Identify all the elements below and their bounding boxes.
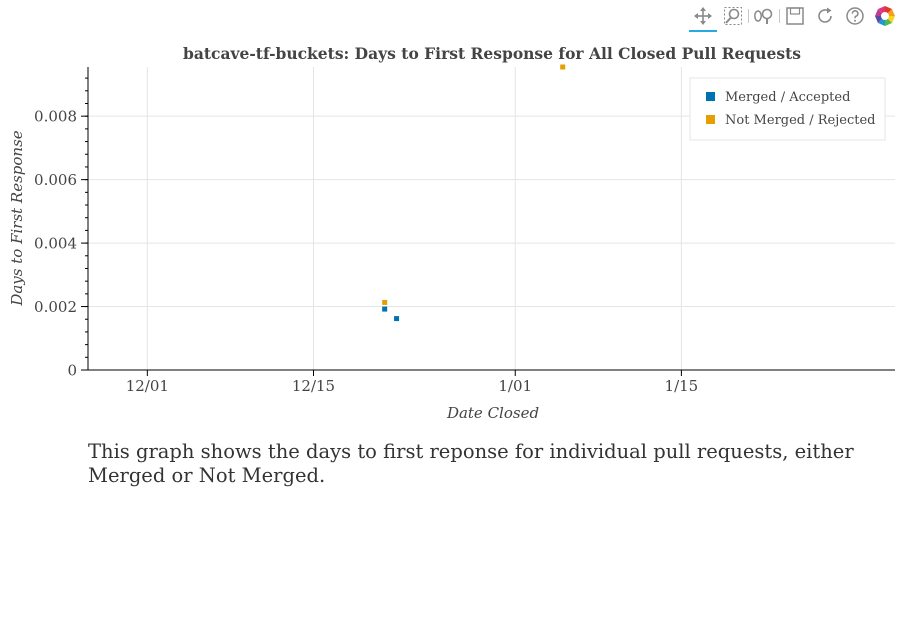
y-axis-label: Days to First Response <box>8 130 26 306</box>
x-tick-label: 12/15 <box>292 377 335 395</box>
pan-tool[interactable] <box>688 2 718 32</box>
y-tick-label: 0.006 <box>34 171 77 189</box>
reset-tool[interactable] <box>810 2 840 30</box>
data-point <box>394 316 400 322</box>
data-point <box>560 64 566 70</box>
x-tick-label: 1/01 <box>498 377 532 395</box>
data-points <box>382 64 566 322</box>
save-tool[interactable] <box>780 2 810 30</box>
legend: Merged / Accepted Not Merged / Rejected <box>689 77 886 141</box>
save-icon <box>786 7 804 25</box>
wheel-zoom-icon <box>754 8 773 24</box>
y-tick-label: 0 <box>67 362 77 380</box>
legend-label: Not Merged / Rejected <box>725 113 875 128</box>
y-tick-label: 0.002 <box>34 298 77 316</box>
legend-box <box>689 77 886 141</box>
legend-swatch <box>706 115 715 124</box>
legend-swatch <box>706 92 715 101</box>
axes: 12/01 12/15 1/01 1/15 0 0.002 0.004 0.006 0.008 <box>34 67 895 395</box>
grid-lines <box>88 67 895 370</box>
legend-label: Merged / Accepted <box>725 90 850 105</box>
wheel-zoom-tool[interactable] <box>749 2 779 30</box>
chart-toolbar <box>688 0 900 32</box>
scatter-chart: 12/01 12/15 1/01 1/1500.0020.0040.0060.008 … <box>8 44 895 422</box>
x-axis-label: Date Closed <box>446 404 539 422</box>
data-point <box>382 299 388 305</box>
bokeh-logo[interactable] <box>870 2 900 30</box>
help-tool[interactable] <box>840 2 870 30</box>
y-tick-label: 0.008 <box>34 108 77 126</box>
y-tick-label: 0.004 <box>34 235 77 253</box>
box-zoom-icon <box>724 7 742 25</box>
move-icon <box>694 7 712 25</box>
graph-caption: This graph shows the days to first repon… <box>88 440 854 487</box>
x-tick-label: 1/15 <box>665 377 699 395</box>
bokeh-logo-icon <box>875 6 895 26</box>
x-tick-label: 12/01 <box>126 377 169 395</box>
toolbar-divider <box>748 9 749 23</box>
data-point <box>382 306 388 312</box>
help-icon <box>846 7 864 25</box>
box-zoom-tool[interactable] <box>718 2 748 30</box>
toolbar-divider <box>779 9 780 23</box>
chart-title: batcave-tf-buckets: Days to First Respon… <box>183 44 801 63</box>
reset-icon <box>818 7 832 23</box>
